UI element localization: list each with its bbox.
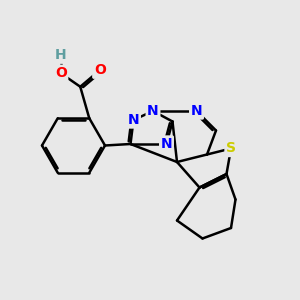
Text: O: O	[94, 63, 106, 77]
Text: N: N	[191, 104, 202, 118]
Text: H: H	[55, 48, 67, 62]
Text: O: O	[55, 66, 67, 80]
Text: N: N	[147, 104, 159, 118]
Text: N: N	[161, 137, 172, 151]
Text: N: N	[128, 113, 139, 127]
Text: S: S	[226, 142, 236, 155]
